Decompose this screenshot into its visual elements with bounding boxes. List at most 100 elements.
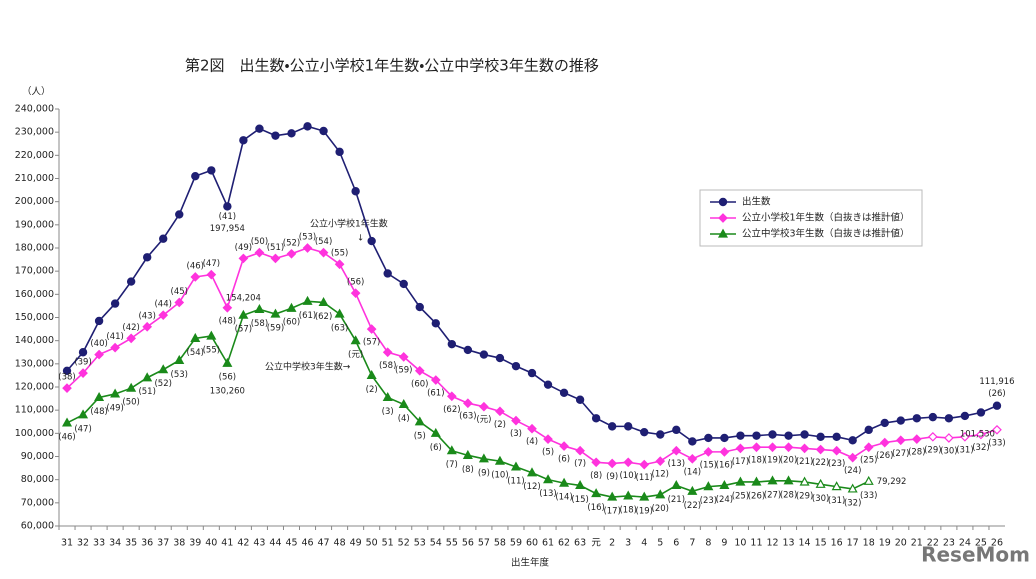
x-tick-label: 15 <box>815 538 827 549</box>
point <box>543 434 553 444</box>
point-label: (24) <box>844 466 861 476</box>
point <box>847 483 858 493</box>
point <box>479 350 489 359</box>
point <box>944 414 954 423</box>
x-tick-label: 55 <box>446 538 458 549</box>
point <box>126 382 137 392</box>
point <box>832 432 841 442</box>
point <box>559 441 569 451</box>
point <box>159 234 168 243</box>
point <box>559 477 570 487</box>
point <box>704 433 713 443</box>
x-tick-label: 25 <box>975 538 987 549</box>
x-tick-label: 22 <box>927 538 939 549</box>
point-label: (10) <box>619 471 636 481</box>
y-tick-label: 230,000 <box>15 127 54 138</box>
point <box>591 457 601 468</box>
point <box>751 476 762 486</box>
point <box>398 398 409 408</box>
point <box>318 247 329 258</box>
y-tick-label: 100,000 <box>15 428 54 439</box>
point <box>62 366 72 375</box>
y-unit: （人） <box>22 86 51 98</box>
point <box>687 485 698 495</box>
point-label: (19) <box>764 456 781 466</box>
point-label: (59) <box>267 324 284 334</box>
point <box>526 467 538 477</box>
x-tick-label: 60 <box>526 538 538 549</box>
point-label: (4) <box>398 414 410 424</box>
point <box>367 236 376 246</box>
point <box>415 302 424 312</box>
point-label: (9) <box>606 472 618 482</box>
y-tick-label: 160,000 <box>15 289 54 300</box>
point <box>864 425 873 435</box>
point <box>238 309 249 319</box>
point <box>494 455 505 465</box>
x-tick-label: 61 <box>542 538 554 549</box>
value-label: 197,954 <box>210 224 245 234</box>
point <box>735 476 746 486</box>
point <box>478 453 489 463</box>
point-label: (17) <box>603 507 620 517</box>
point-label: (32) <box>844 498 861 508</box>
y-tick-label: 200,000 <box>15 196 54 207</box>
point-label: (18) <box>619 505 636 515</box>
x-tick-label: 19 <box>879 538 891 549</box>
legend-label: 公立中学校3年生数（白抜きは推計値） <box>742 228 910 240</box>
point <box>158 310 169 321</box>
point <box>928 412 938 422</box>
x-tick-label: 13 <box>782 538 794 549</box>
x-tick-label: 33 <box>93 538 105 549</box>
point <box>238 253 249 264</box>
x-tick-label: 23 <box>943 538 955 549</box>
point-label: (26) <box>988 389 1005 399</box>
x-tick-label: 39 <box>189 538 201 549</box>
point <box>911 434 922 444</box>
x-tick-label: 48 <box>334 538 346 549</box>
point <box>816 432 825 442</box>
value-label: 130,260 <box>210 387 245 397</box>
x-tick-label: 7 <box>689 538 695 549</box>
x-tick-label: 58 <box>494 538 506 549</box>
point <box>175 210 184 219</box>
point-label: (14) <box>684 467 701 477</box>
point <box>575 445 585 456</box>
x-tick-label: 26 <box>991 538 1003 549</box>
point-label: (61) <box>299 311 316 321</box>
point-label: (39) <box>74 358 91 368</box>
x-tick-label: 14 <box>799 538 811 549</box>
point-label: (21) <box>668 495 685 505</box>
point-label: (26) <box>876 451 893 461</box>
x-tick-label: 46 <box>301 538 313 549</box>
point-label: (26) <box>748 491 765 501</box>
point-label: (49) <box>106 403 123 413</box>
point <box>206 269 217 280</box>
point <box>719 447 730 457</box>
point <box>174 297 185 308</box>
point-label: (17) <box>732 457 749 467</box>
point-label: (6) <box>430 443 442 453</box>
point <box>656 430 665 439</box>
point <box>624 422 633 431</box>
point-label: (25) <box>732 491 749 501</box>
point-label: (8) <box>590 471 602 481</box>
point-label: (3) <box>382 407 394 417</box>
x-tick-label: 元 <box>591 538 601 549</box>
point <box>62 383 72 394</box>
point <box>398 352 409 362</box>
point <box>318 297 329 307</box>
x-tick-label: 44 <box>269 538 281 549</box>
annotation: ↓ <box>357 234 364 244</box>
point <box>718 213 728 223</box>
point <box>511 361 521 371</box>
point <box>335 147 344 157</box>
point <box>382 347 393 358</box>
x-tick-label: 57 <box>478 538 490 549</box>
point <box>254 303 265 313</box>
x-tick-label: 43 <box>253 538 265 549</box>
point <box>447 339 457 349</box>
point-label: (9) <box>478 468 490 478</box>
